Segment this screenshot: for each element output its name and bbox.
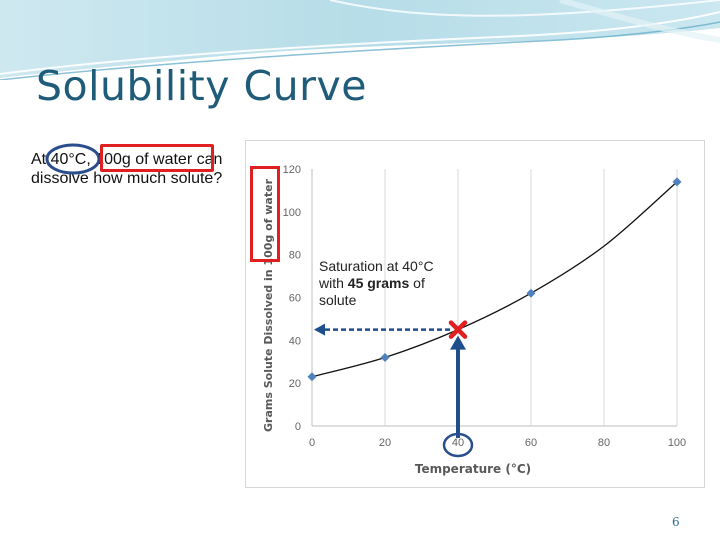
y-label-highlight-box	[250, 166, 280, 262]
chart-frame: 0 20 40 60 80 100 0 20 40 60 80 100 120 Temperature (…	[245, 140, 705, 488]
question-part-1: At	[31, 151, 51, 168]
x-tick-label-0: 0	[309, 437, 315, 449]
y-tick-label-80: 80	[289, 250, 301, 262]
data-point-100	[672, 177, 682, 187]
question-part-2: ,	[86, 151, 96, 168]
x-tick-label-60: 60	[525, 437, 537, 449]
saturation-callout: Saturation at 40°C with 45 grams of solu…	[319, 258, 479, 309]
callout-line-1: Saturation at 40°C	[319, 258, 434, 274]
water-box-highlight	[100, 144, 214, 172]
temperature-arrow-head	[450, 335, 466, 350]
y-tick-label-40: 40	[289, 335, 301, 347]
dashed-arrow-head	[314, 323, 325, 336]
callout-line-3: solute	[319, 292, 357, 308]
data-point-0	[307, 372, 317, 382]
saturation-x-marker	[448, 320, 468, 339]
water-amount-highlight: 100g of water	[95, 151, 193, 168]
callout-grams: 45 grams	[347, 275, 410, 291]
y-tick-label-0: 0	[295, 421, 301, 433]
y-tick-label-60: 60	[289, 293, 301, 305]
data-point-60	[526, 288, 536, 298]
x-tick-label-80: 80	[598, 437, 610, 449]
y-tick-label-20: 20	[289, 378, 301, 390]
callout-prefix: with	[319, 275, 348, 291]
x-tick-40-highlight-circle	[442, 432, 474, 458]
data-point-20	[380, 352, 390, 362]
callout-suffix: of	[409, 275, 425, 291]
solubility-chart: 0 20 40 60 80 100 0 20 40 60 80 100 120 Temperature (…	[262, 164, 686, 476]
slide-title: Solubility Curve	[36, 62, 368, 110]
temperature-highlight: 40°C	[50, 151, 87, 168]
decorative-header-swoosh	[0, 0, 720, 80]
x-tick-label-100: 100	[668, 437, 686, 449]
x-tick-label-20: 20	[379, 437, 391, 449]
x-axis-label: Temperature (°C)	[415, 462, 531, 476]
y-axis-label: Grams Solute Dissolved in 100g of water	[262, 178, 275, 432]
y-tick-label-120: 120	[283, 164, 301, 176]
y-tick-label-100: 100	[283, 207, 301, 219]
page-number: 6	[672, 515, 680, 529]
x-tick-label-40: 40	[452, 437, 464, 449]
callout-line-2: with 45 grams of	[319, 275, 479, 292]
